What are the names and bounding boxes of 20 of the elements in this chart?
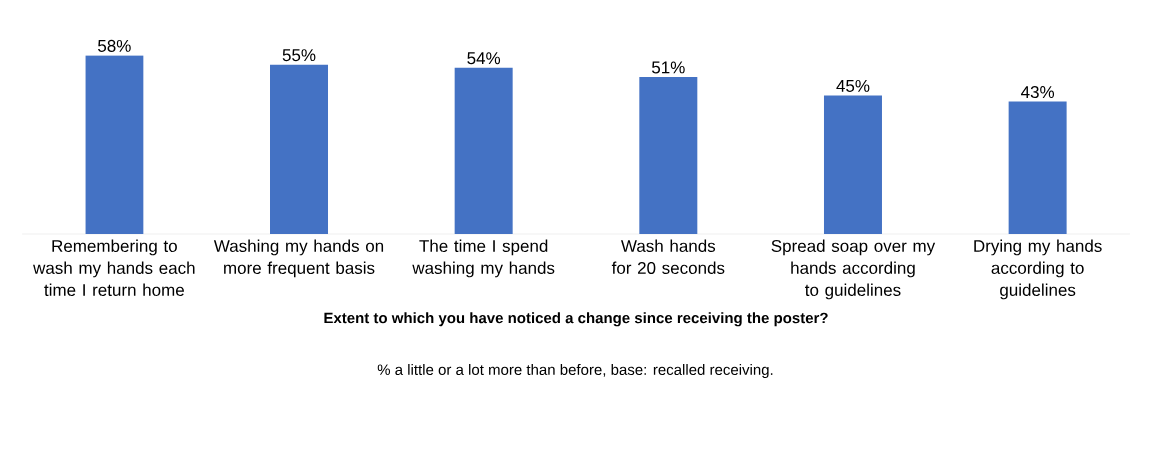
bar — [823, 95, 882, 234]
x-tick-label: The time I spend washing my hands — [412, 239, 555, 278]
data-label: 54% — [467, 52, 501, 65]
text: % a little or a lot more than before, base: recalled receiving. — [377, 364, 773, 378]
x-tick-label: Washing my hands on more frequent basis — [213, 239, 384, 278]
x-tick-label: Remembering to wash my hands each time I return home — [33, 239, 195, 297]
bar — [270, 64, 329, 234]
x-tick-label: Spread soap over my hands according to guidelines — [771, 239, 936, 300]
bar — [85, 55, 144, 234]
x-tick-label: Wash hands for 20 seconds — [611, 239, 725, 275]
bar — [454, 67, 513, 234]
data-label: 55% — [282, 49, 316, 62]
data-label: 58% — [98, 39, 131, 52]
data-label: 51% — [651, 61, 685, 74]
data-label: 43% — [1021, 86, 1055, 99]
bar — [639, 76, 698, 234]
x-axis-title: Extent to which you have noticed a change since receiving the poster? — [324, 312, 828, 327]
x-tick-label: Drying my hands according to guidelines — [974, 239, 1102, 300]
bar — [1008, 101, 1067, 234]
data-label: 45% — [836, 79, 870, 92]
